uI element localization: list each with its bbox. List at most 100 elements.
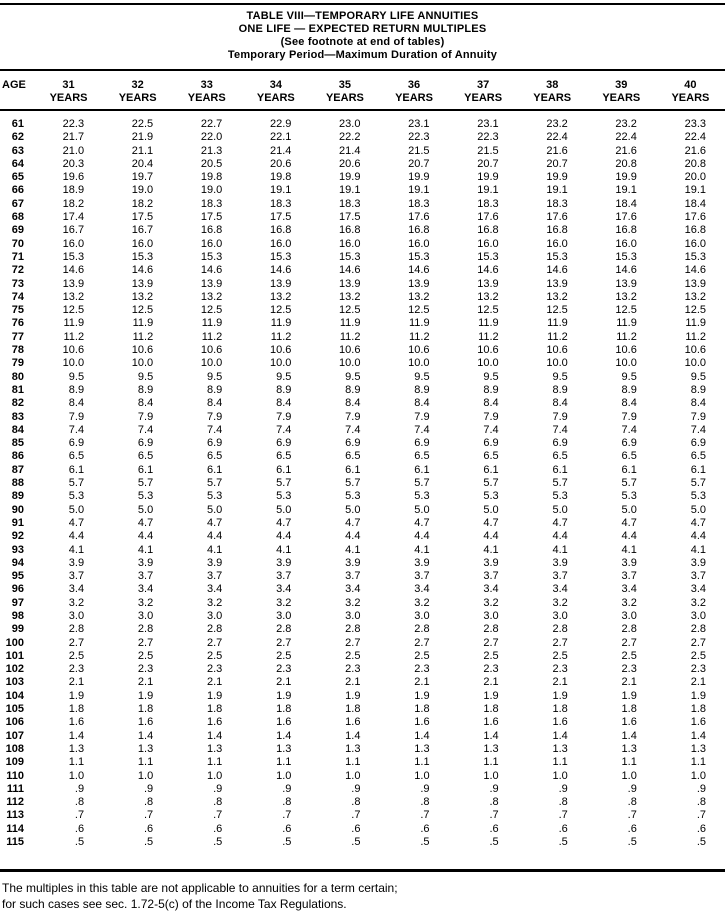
table-title: TABLE VIII—TEMPORARY LIFE ANNUITIES	[246, 10, 479, 22]
multiple-cell-35yr: 8.4	[345, 397, 361, 410]
multiple-cell-33yr: 7.4	[206, 423, 223, 436]
multiple-cell-33yr: 4.7	[206, 516, 223, 529]
multiple-cell-31yr: 2.8	[68, 623, 85, 636]
multiple-cell-33yr: 3.2	[206, 596, 223, 609]
multiple-cell-33yr: 3.7	[206, 570, 223, 583]
multiple-cell-40yr: 1.0	[690, 769, 706, 782]
multiple-cell-32yr: 2.8	[137, 623, 154, 636]
multiple-cell-37yr: 3.2	[483, 596, 499, 609]
multiple-cell-35yr: 15.3	[339, 250, 361, 263]
multiple-cell-40yr: 16.0	[684, 237, 706, 250]
age-cell: 104	[5, 689, 24, 702]
multiple-cell-40yr: 13.9	[684, 277, 706, 290]
multiple-cell-37yr: 5.0	[483, 503, 499, 516]
multiple-cell-38yr: 3.0	[552, 609, 568, 622]
multiple-cell-39yr: 11.2	[616, 330, 637, 343]
multiple-cell-32yr: 5.7	[137, 477, 154, 490]
multiple-cell-33yr: 5.7	[206, 477, 223, 490]
age-cell: 64	[11, 157, 24, 170]
year-column-header-33: 33	[200, 79, 213, 91]
multiple-cell-33yr: 1.0	[206, 769, 223, 782]
multiple-cell-35yr: 13.9	[339, 277, 361, 290]
multiple-cell-39yr: 6.5	[621, 450, 637, 463]
table-row-age-61: 61 22.3 22.5 22.7 22.9 23.0 23.1 23.1 23.2 23.2 23…	[0, 110, 725, 131]
years-label-32: YEARS	[103, 92, 173, 111]
multiple-cell-37yr: 15.3	[477, 250, 499, 263]
multiple-cell-38yr: 9.5	[552, 370, 568, 383]
multiple-cell-35yr: 2.3	[345, 663, 361, 676]
multiple-cell-33yr: 20.5	[200, 157, 223, 170]
year-column-header-34: 34	[269, 79, 282, 91]
multiple-cell-38yr: 1.9	[552, 689, 568, 702]
multiple-cell-31yr: 2.1	[68, 676, 85, 689]
age-cell: 86	[11, 450, 24, 463]
multiple-cell-37yr: .7	[489, 809, 499, 822]
multiple-cell-32yr: 2.5	[137, 649, 154, 662]
footnote-rule	[0, 869, 725, 873]
multiple-cell-32yr: .5	[144, 836, 154, 849]
multiple-cell-40yr: 3.0	[690, 609, 706, 622]
age-cell: 82	[11, 397, 24, 410]
multiple-cell-31yr: 15.3	[62, 250, 85, 263]
multiple-cell-36yr: 2.8	[414, 623, 430, 636]
multiple-cell-40yr: 18.4	[684, 197, 706, 210]
age-cell: 61	[11, 118, 24, 130]
multiple-cell-34yr: 1.8	[276, 703, 292, 716]
table-row-age-73: 73 13.9 13.9 13.9 13.9 13.9 13.9 13.9 13.9 13.9 13…	[0, 278, 725, 291]
multiple-cell-37yr: 11.2	[478, 330, 499, 343]
multiple-cell-38yr: .9	[558, 782, 568, 795]
multiple-cell-38yr: 4.1	[552, 543, 568, 556]
multiple-cell-31yr: 8.9	[68, 383, 85, 396]
age-cell: 71	[11, 250, 24, 263]
multiple-cell-35yr: .7	[351, 809, 361, 822]
multiple-cell-39yr: 4.1	[621, 543, 637, 556]
table-row-age-97: 97 3.2 3.2 3.2 3.2 3.2 3.2 3.2 3.2 3.2 3.2	[0, 597, 725, 610]
year-column-header-32: 32	[131, 79, 144, 91]
age-cell: 93	[11, 543, 24, 556]
multiple-cell-34yr: 22.9	[269, 118, 292, 130]
multiple-cell-31yr: 17.4	[62, 211, 85, 224]
age-cell: 66	[11, 184, 24, 197]
multiple-cell-33yr: .5	[213, 836, 223, 849]
multiple-cell-31yr: 12.5	[62, 304, 85, 317]
multiple-cell-33yr: 11.9	[201, 317, 223, 330]
multiple-cell-34yr: 5.7	[276, 477, 292, 490]
multiple-cell-36yr: 7.4	[414, 423, 430, 436]
multiple-cell-39yr: .8	[627, 796, 637, 809]
multiple-cell-40yr: 8.9	[690, 383, 706, 396]
multiple-cell-32yr: 18.2	[131, 197, 154, 210]
multiple-cell-39yr: 13.2	[615, 290, 637, 303]
multiple-cell-37yr: 1.9	[483, 689, 499, 702]
multiple-cell-32yr: 19.7	[131, 171, 154, 184]
header-top-rule	[0, 69, 725, 71]
multiple-cell-39yr: 5.0	[621, 503, 637, 516]
multiple-cell-36yr: 8.9	[414, 383, 430, 396]
multiple-cell-32yr: 5.0	[137, 503, 154, 516]
multiple-cell-33yr: 2.5	[206, 649, 223, 662]
multiple-cell-38yr: 2.3	[552, 663, 568, 676]
multiple-cell-40yr: .5	[696, 836, 706, 849]
multiple-cell-39yr: 8.9	[621, 383, 637, 396]
multiple-cell-33yr: 6.5	[206, 450, 223, 463]
multiple-cell-36yr: 16.8	[408, 224, 430, 237]
multiple-cell-32yr: 8.4	[137, 397, 154, 410]
table-row-age-74: 74 13.2 13.2 13.2 13.2 13.2 13.2 13.2 13.2 13.2 13…	[0, 291, 725, 304]
multiple-cell-35yr: .6	[351, 822, 361, 835]
multiple-cell-36yr: 3.7	[414, 570, 430, 583]
multiple-cell-37yr: 16.0	[477, 237, 499, 250]
multiple-cell-40yr: 7.9	[690, 410, 706, 423]
multiple-cell-39yr: 7.4	[621, 423, 637, 436]
multiple-cell-33yr: 22.0	[200, 131, 223, 144]
multiple-cell-38yr: 2.7	[552, 636, 568, 649]
multiple-cell-39yr: 3.4	[621, 583, 637, 596]
age-cell: 69	[11, 224, 24, 237]
multiple-cell-32yr: 3.7	[137, 570, 154, 583]
table-row-age-89: 89 5.3 5.3 5.3 5.3 5.3 5.3 5.3 5.3 5.3 5.3	[0, 490, 725, 503]
table-row-age-101: 101 2.5 2.5 2.5 2.5 2.5 2.5 2.5 2.5 2.5 2.5	[0, 650, 725, 663]
multiple-cell-33yr: 19.8	[200, 171, 223, 184]
multiple-cell-36yr: 2.5	[414, 649, 430, 662]
multiple-cell-32yr: 11.2	[132, 330, 154, 343]
multiple-cell-36yr: 5.3	[414, 490, 430, 503]
multiple-cell-40yr: 19.1	[684, 184, 706, 197]
table-row-age-88: 88 5.7 5.7 5.7 5.7 5.7 5.7 5.7 5.7 5.7 5.7	[0, 477, 725, 490]
